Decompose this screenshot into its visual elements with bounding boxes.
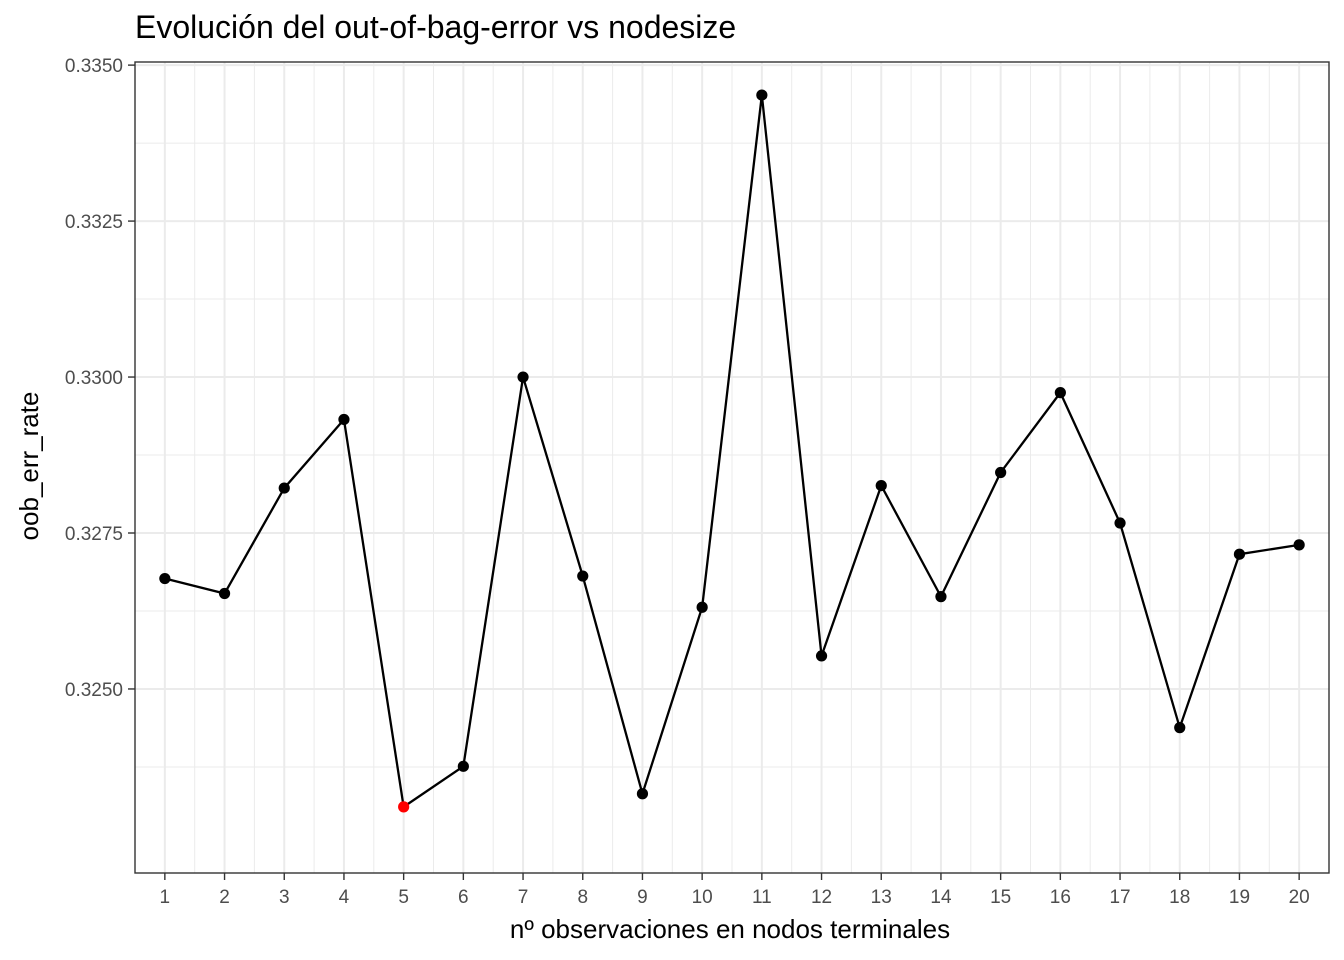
data-points: [159, 89, 1305, 813]
x-tick-label: 1: [160, 887, 171, 908]
grid-lines: [135, 62, 1329, 873]
x-tick-label: 4: [339, 887, 350, 908]
y-tick-label: 0.3350: [65, 56, 123, 77]
y-axis: 0.3250 0.3275 0.3300 0.3325 0.3350: [65, 56, 135, 701]
x-tick-label: 20: [1289, 887, 1310, 908]
data-point: [935, 591, 947, 603]
x-tick-label: 15: [990, 887, 1011, 908]
data-point: [1174, 722, 1186, 734]
series-line: [164, 94, 1300, 809]
chart-title: Evolución del out-of-bag-error vs nodesi…: [135, 9, 736, 45]
x-axis: 1 2 3 4 5 6 7 8 9 10 11 12 13 14 15 16 17 18 19 20: [160, 873, 1310, 908]
data-point: [159, 572, 171, 585]
data-point: [756, 89, 768, 101]
data-point: [1293, 539, 1305, 551]
x-tick-label: 9: [637, 887, 648, 908]
y-tick-label: 0.3300: [65, 368, 123, 389]
x-tick-label: 8: [577, 887, 588, 908]
plot-panel: [134, 61, 1330, 874]
data-point: [1054, 387, 1066, 399]
x-tick-label: 16: [1050, 887, 1071, 908]
data-point: [636, 788, 649, 800]
x-tick-label: 17: [1109, 887, 1130, 908]
x-tick-label: 18: [1169, 887, 1190, 908]
data-point: [457, 760, 469, 772]
data-point: [1114, 517, 1126, 529]
series-line-group: [164, 94, 1300, 809]
y-axis-title: oob_err_rate: [14, 392, 44, 541]
data-point: [875, 479, 887, 492]
data-point: [517, 371, 529, 383]
data-point: [278, 482, 290, 494]
y-tick-label: 0.3250: [65, 680, 123, 701]
y-tick-label: 0.3275: [65, 524, 123, 545]
y-tick-label: 0.3325: [65, 212, 123, 233]
x-tick-label: 6: [458, 887, 469, 908]
x-tick-label: 11: [752, 887, 772, 908]
x-tick-label: 2: [219, 887, 230, 908]
data-point: [1233, 548, 1246, 560]
x-tick-label: 10: [692, 887, 713, 908]
data-point-minimum: [398, 801, 410, 813]
data-point: [815, 650, 828, 662]
x-tick-label: 13: [871, 887, 892, 908]
data-point: [696, 601, 708, 613]
x-axis-title: nº observaciones en nodos terminales: [510, 914, 950, 944]
data-point: [995, 466, 1007, 479]
x-tick-label: 7: [518, 887, 529, 908]
x-tick-label: 12: [811, 887, 832, 908]
x-tick-label: 19: [1229, 887, 1250, 908]
x-tick-label: 5: [398, 887, 409, 908]
x-tick-label: 14: [930, 887, 952, 908]
x-tick-label: 3: [279, 887, 290, 908]
data-point: [577, 570, 589, 582]
data-point: [338, 413, 350, 426]
data-point: [218, 587, 231, 600]
